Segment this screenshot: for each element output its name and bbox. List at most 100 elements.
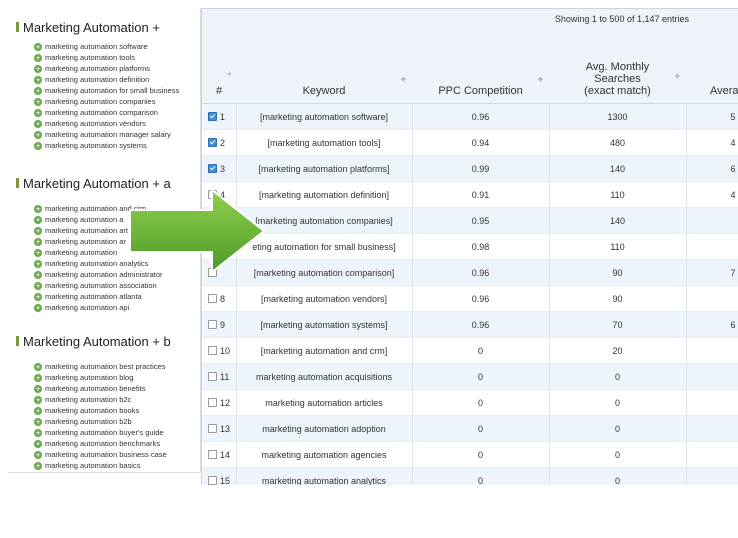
- plus-circle-icon[interactable]: +: [34, 292, 42, 301]
- plus-circle-icon[interactable]: +: [34, 215, 42, 224]
- row-checkbox[interactable]: [208, 345, 217, 355]
- suggestion-item[interactable]: + marketing automation comparison: [8, 107, 198, 118]
- table-row[interactable]: 11 marketing automation acquisitions 0 0: [202, 363, 738, 390]
- plus-circle-icon[interactable]: +: [34, 406, 42, 415]
- plus-circle-icon[interactable]: +: [34, 450, 42, 459]
- plus-circle-icon[interactable]: +: [34, 303, 42, 312]
- column-header-searches[interactable]: Avg. Monthly Searches (exact match) ◆: [549, 9, 686, 104]
- suggestion-item[interactable]: + marketing automation tools: [8, 52, 198, 63]
- suggestion-item[interactable]: + marketing automation api: [8, 302, 198, 313]
- table-row[interactable]: 2 [marketing automation tools] 0.94 480 4: [202, 129, 738, 156]
- plus-circle-icon[interactable]: +: [34, 86, 42, 95]
- suggestion-item[interactable]: + marketing automation for small business: [8, 85, 198, 96]
- plus-circle-icon[interactable]: +: [34, 417, 42, 426]
- plus-circle-icon[interactable]: +: [34, 237, 42, 246]
- table-row[interactable]: 12 marketing automation articles 0 0: [202, 389, 738, 416]
- suggestion-item[interactable]: + marketing automation blog: [8, 372, 198, 383]
- row-checkbox[interactable]: [208, 163, 217, 173]
- suggestion-item[interactable]: + marketing automation a: [8, 214, 198, 225]
- table-row[interactable]: 9 [marketing automation systems] 0.96 70 6: [202, 311, 738, 338]
- suggestion-item[interactable]: + marketing automation definition: [8, 74, 198, 85]
- suggestion-item[interactable]: + marketing automation software: [8, 41, 198, 52]
- plus-circle-icon[interactable]: +: [34, 53, 42, 62]
- plus-circle-icon[interactable]: +: [34, 226, 42, 235]
- suggestion-item[interactable]: + marketing automation platforms: [8, 63, 198, 74]
- table-row[interactable]: 8 [marketing automation vendors] 0.96 90: [202, 285, 738, 312]
- row-checkbox[interactable]: [208, 449, 217, 459]
- suggestion-item[interactable]: + marketing automation systems: [8, 140, 198, 151]
- row-number-cell: 12: [202, 389, 237, 416]
- suggestion-item[interactable]: + marketing automation companies: [8, 96, 198, 107]
- plus-circle-icon[interactable]: +: [34, 119, 42, 128]
- plus-circle-icon[interactable]: +: [34, 362, 42, 371]
- plus-circle-icon[interactable]: +: [34, 395, 42, 404]
- table-row[interactable]: eting automation for small business] 0.98…: [202, 233, 738, 260]
- suggestion-item[interactable]: + marketing automation b2b: [8, 416, 198, 427]
- row-checkbox[interactable]: [208, 371, 217, 381]
- searches-cell: 110: [549, 181, 687, 208]
- suggestion-item[interactable]: + marketing automation art: [8, 225, 198, 236]
- table-row[interactable]: 4 [marketing automation definition] 0.91 11…: [202, 181, 738, 208]
- row-checkbox[interactable]: [208, 475, 217, 485]
- plus-circle-icon[interactable]: +: [34, 259, 42, 268]
- plus-circle-icon[interactable]: +: [34, 270, 42, 279]
- suggestion-item[interactable]: + marketing automation benchmarks: [8, 438, 198, 449]
- table-row[interactable]: 5 [marketing automation companies] 0.95 140: [202, 207, 738, 234]
- plus-circle-icon[interactable]: +: [34, 204, 42, 213]
- table-row[interactable]: 1 [marketing automation software] 0.96 1300…: [202, 103, 738, 130]
- suggestion-item[interactable]: + marketing automation buyer's guide: [8, 427, 198, 438]
- keyword-cell: marketing automation agencies: [236, 441, 413, 468]
- suggestion-item[interactable]: + marketing automation b2c: [8, 394, 198, 405]
- row-checkbox[interactable]: [208, 215, 217, 225]
- table-row[interactable]: 3 [marketing automation platforms] 0.99 140…: [202, 155, 738, 182]
- suggestion-text: marketing automation manager salary: [45, 130, 171, 139]
- table-row[interactable]: 15 marketing automation analytics 0 0: [202, 467, 738, 485]
- suggestion-item[interactable]: + marketing automation administrator: [8, 269, 198, 280]
- suggestion-item[interactable]: + marketing automation ar: [8, 236, 198, 247]
- plus-circle-icon[interactable]: +: [34, 64, 42, 73]
- plus-circle-icon[interactable]: +: [34, 141, 42, 150]
- plus-circle-icon[interactable]: +: [34, 75, 42, 84]
- plus-circle-icon[interactable]: +: [34, 461, 42, 470]
- plus-circle-icon[interactable]: +: [34, 281, 42, 290]
- plus-circle-icon[interactable]: +: [34, 428, 42, 437]
- row-checkbox[interactable]: [208, 423, 217, 433]
- suggestion-item[interactable]: + marketing automation basics: [8, 460, 198, 471]
- suggestion-text: marketing automation platforms: [45, 64, 151, 73]
- suggestion-item[interactable]: + marketing automation: [8, 247, 198, 258]
- row-checkbox[interactable]: [208, 189, 217, 199]
- suggestion-item[interactable]: + marketing automation business case: [8, 449, 198, 460]
- suggestion-item[interactable]: + marketing automation best practices: [8, 361, 198, 372]
- plus-circle-icon[interactable]: +: [34, 42, 42, 51]
- table-row[interactable]: 13 marketing automation adoption 0 0: [202, 415, 738, 442]
- column-header-average[interactable]: Avera: [686, 9, 738, 104]
- row-checkbox[interactable]: [208, 267, 217, 277]
- row-checkbox[interactable]: [208, 111, 217, 121]
- table-row[interactable]: 14 marketing automation agencies 0 0: [202, 441, 738, 468]
- row-checkbox[interactable]: [208, 397, 217, 407]
- plus-circle-icon[interactable]: +: [34, 108, 42, 117]
- column-header-ppc[interactable]: PPC Competition ◆: [412, 9, 549, 104]
- plus-circle-icon[interactable]: +: [34, 439, 42, 448]
- suggestion-item[interactable]: + marketing automation books: [8, 405, 198, 416]
- suggestion-item[interactable]: + marketing automation analytics: [8, 258, 198, 269]
- plus-circle-icon[interactable]: +: [34, 130, 42, 139]
- row-checkbox[interactable]: [208, 293, 217, 303]
- row-checkbox[interactable]: [208, 319, 217, 329]
- plus-circle-icon[interactable]: +: [34, 248, 42, 257]
- row-checkbox[interactable]: [208, 137, 217, 147]
- suggestion-item[interactable]: + marketing automation vendors: [8, 118, 198, 129]
- table-row[interactable]: 10 [marketing automation and crm] 0 20: [202, 337, 738, 364]
- plus-circle-icon[interactable]: +: [34, 373, 42, 382]
- suggestion-item[interactable]: + marketing automation and crm: [8, 203, 198, 214]
- suggestion-item[interactable]: + marketing automation benefits: [8, 383, 198, 394]
- suggestion-item[interactable]: + marketing automation atlanta: [8, 291, 198, 302]
- row-checkbox[interactable]: [208, 241, 217, 251]
- suggestion-item[interactable]: + marketing automation manager salary: [8, 129, 198, 140]
- plus-circle-icon[interactable]: +: [34, 384, 42, 393]
- column-header-number[interactable]: # ▲: [202, 9, 236, 104]
- table-row[interactable]: [marketing automation comparison] 0.96 90 7: [202, 259, 738, 286]
- suggestion-item[interactable]: + marketing automation association: [8, 280, 198, 291]
- plus-circle-icon[interactable]: +: [34, 97, 42, 106]
- column-header-keyword[interactable]: Keyword ◆: [236, 9, 412, 104]
